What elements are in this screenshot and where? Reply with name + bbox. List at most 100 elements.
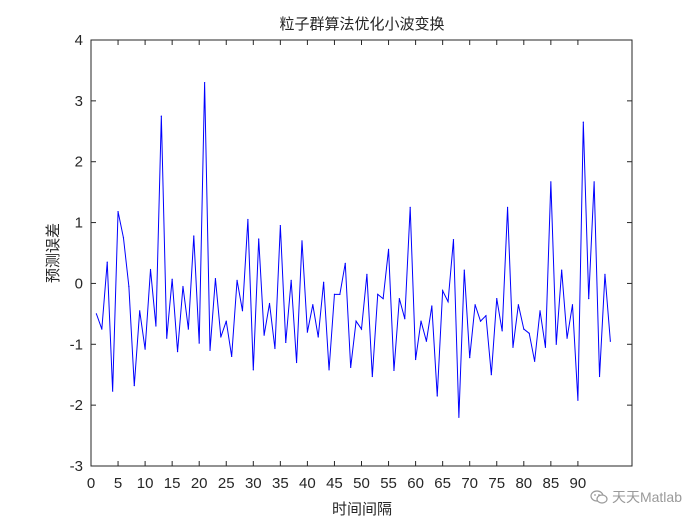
data-point xyxy=(561,269,563,271)
chart-title: 粒子群算法优化小波变换 xyxy=(279,15,444,33)
y-tick-label: 4 xyxy=(75,32,83,49)
data-point xyxy=(187,328,189,330)
data-point xyxy=(566,337,568,339)
data-point xyxy=(512,346,514,348)
data-point xyxy=(285,341,287,344)
data-point xyxy=(339,293,341,295)
x-tick-label: 15 xyxy=(164,475,181,492)
data-point xyxy=(193,235,195,237)
data-point xyxy=(415,358,417,361)
watermark-text: 天天Matlab xyxy=(611,489,682,505)
data-point xyxy=(425,340,428,342)
y-tick-label: 1 xyxy=(75,215,83,232)
data-point xyxy=(431,305,433,307)
x-tick-label: 25 xyxy=(218,475,235,492)
y-axis: -3 -2 -1 0 1 2 3 4 xyxy=(70,32,632,475)
data-point xyxy=(95,313,98,315)
data-point xyxy=(236,279,238,281)
x-tick-label: 40 xyxy=(299,475,316,492)
data-point xyxy=(166,337,168,339)
x-axis: 0 5 10 15 20 25 30 35 40 45 50 55 60 65 70 75 80 85 90 xyxy=(87,40,586,492)
data-point xyxy=(295,361,298,364)
plot-area xyxy=(90,39,633,467)
data-point xyxy=(225,320,227,322)
data-point xyxy=(523,328,525,330)
y-tick-label: -3 xyxy=(70,458,83,475)
data-point xyxy=(371,375,373,378)
data-point xyxy=(604,273,606,275)
data-point xyxy=(355,320,357,322)
data-point xyxy=(593,181,595,183)
data-point xyxy=(447,301,449,303)
x-tick-label: 65 xyxy=(434,475,451,492)
series-line xyxy=(95,82,611,418)
data-point xyxy=(258,238,260,240)
data-point xyxy=(122,237,125,239)
data-point xyxy=(609,340,611,342)
x-tick-label: 10 xyxy=(137,475,154,492)
data-point xyxy=(323,281,325,283)
data-point xyxy=(317,336,319,338)
data-point xyxy=(306,331,308,333)
data-point xyxy=(333,293,336,295)
x-tick-label: 50 xyxy=(353,475,370,492)
data-point xyxy=(350,366,352,369)
data-point xyxy=(247,218,249,221)
data-point xyxy=(274,347,276,350)
data-point xyxy=(149,268,152,271)
data-point xyxy=(139,310,141,312)
data-point xyxy=(360,328,363,330)
data-point xyxy=(198,342,200,344)
data-point xyxy=(539,310,541,312)
data-point xyxy=(112,390,114,392)
y-axis-label: 预测误差 xyxy=(44,223,62,283)
data-point xyxy=(377,293,379,295)
x-tick-label: 5 xyxy=(114,475,122,492)
x-tick-label: 0 xyxy=(87,475,95,492)
x-tick-label: 70 xyxy=(461,475,478,492)
data-point xyxy=(252,369,254,371)
data-point xyxy=(155,325,157,327)
data-point xyxy=(598,375,601,378)
data-point xyxy=(550,181,552,183)
data-point xyxy=(496,298,498,300)
x-tick-label: 45 xyxy=(326,475,343,492)
data-point xyxy=(463,269,465,271)
x-tick-label: 85 xyxy=(543,475,560,492)
data-point xyxy=(474,304,476,306)
data-point xyxy=(420,320,422,322)
data-point xyxy=(442,290,444,292)
data-point xyxy=(479,320,482,322)
data-point xyxy=(290,279,292,281)
y-tick-label: 0 xyxy=(75,275,83,292)
data-point xyxy=(268,302,271,305)
x-tick-label: 20 xyxy=(191,475,208,492)
data-point xyxy=(101,328,103,330)
data-point xyxy=(144,348,146,350)
data-point xyxy=(404,318,406,320)
data-point xyxy=(452,239,455,241)
x-axis-label: 时间间隔 xyxy=(332,500,392,518)
data-point xyxy=(571,304,574,306)
data-point xyxy=(485,315,487,317)
y-tick-label: 3 xyxy=(75,93,83,110)
data-point xyxy=(555,343,557,345)
y-tick-label: 2 xyxy=(75,154,83,171)
x-tick-label: 80 xyxy=(515,475,532,492)
data-point xyxy=(204,82,206,84)
data-point xyxy=(160,115,162,117)
data-point xyxy=(214,277,217,280)
x-tick-label: 75 xyxy=(488,475,505,492)
data-point xyxy=(220,336,222,338)
data-point xyxy=(176,350,179,353)
data-point xyxy=(490,374,492,376)
data-point xyxy=(393,369,395,372)
data-point xyxy=(117,211,119,213)
x-tick-label: 30 xyxy=(245,475,262,492)
data-point xyxy=(436,395,438,397)
data-point xyxy=(171,278,173,280)
data-point xyxy=(301,240,303,242)
data-point xyxy=(398,298,400,300)
data-point xyxy=(231,355,233,358)
